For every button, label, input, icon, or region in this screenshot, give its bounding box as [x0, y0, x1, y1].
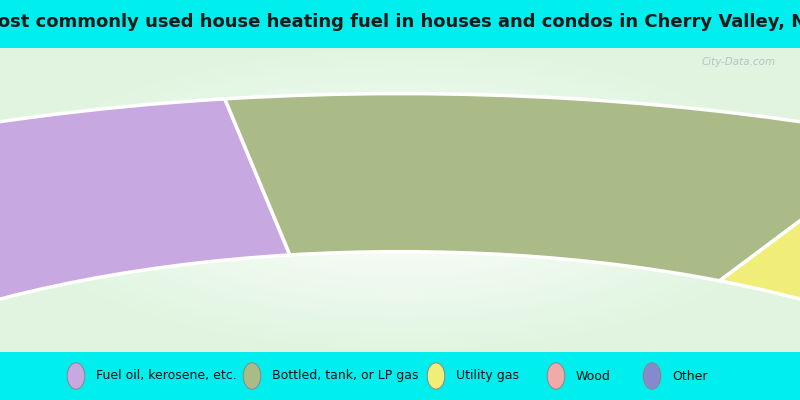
Wedge shape — [225, 94, 800, 281]
Text: Other: Other — [672, 370, 707, 382]
Text: Utility gas: Utility gas — [456, 370, 519, 382]
Text: Wood: Wood — [576, 370, 611, 382]
Ellipse shape — [547, 363, 565, 389]
Ellipse shape — [67, 363, 85, 389]
Text: Most commonly used house heating fuel in houses and condos in Cherry Valley, NY: Most commonly used house heating fuel in… — [0, 13, 800, 31]
Wedge shape — [720, 140, 800, 349]
Text: Bottled, tank, or LP gas: Bottled, tank, or LP gas — [272, 370, 418, 382]
Ellipse shape — [643, 363, 661, 389]
Wedge shape — [0, 99, 290, 400]
Ellipse shape — [243, 363, 261, 389]
Text: City-Data.com: City-Data.com — [702, 57, 776, 67]
Text: Fuel oil, kerosene, etc.: Fuel oil, kerosene, etc. — [96, 370, 237, 382]
Ellipse shape — [427, 363, 445, 389]
